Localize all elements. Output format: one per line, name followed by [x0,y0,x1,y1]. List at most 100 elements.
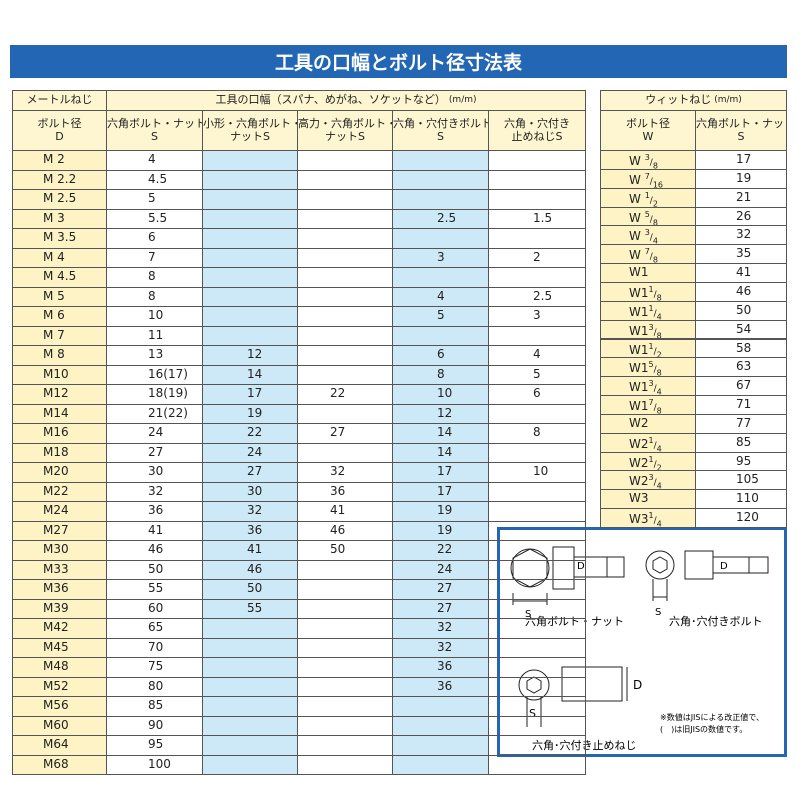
cell-text: 36 [437,678,453,693]
cell-text: 95 [148,737,164,751]
fraction-slash: / [653,516,657,527]
cell-text: M20 [43,464,69,478]
fraction-num: 5 [648,360,654,370]
cell-text: 26 [736,208,752,223]
cell-text: M42 [43,620,69,634]
cell-text: 14 [437,425,453,439]
cell [392,754,489,775]
fraction-slash: / [649,158,653,168]
cell-text: 1.5 [533,210,553,225]
row-header: M 4.5 [12,267,107,288]
size-base: W [629,229,645,244]
note: ※数値はJISによる改正値で、 [660,712,764,722]
cell [297,442,393,463]
row-header: W3 [600,489,696,510]
column-header: ボルト径 W [600,110,696,151]
cell: 5 [106,189,203,210]
cell: 55 [202,598,298,619]
cell-text: 2.5 [533,288,553,303]
cell [488,754,586,775]
row-header: M20 [12,462,107,483]
fraction-den: 2 [656,462,662,472]
cell-text: 22 [247,425,263,439]
cell [297,657,393,678]
cell-text: W11/2 [629,342,662,358]
cell-text: 77 [736,415,752,430]
size-base: W1 [629,380,649,395]
cell: 70 [106,637,203,658]
cell-text: 17 [736,152,752,166]
cell-text: W17/8 [629,398,662,414]
cell [297,286,393,307]
group-header: 工具の口幅（スパナ、めがね、ソケットなど） (m/m) [106,90,586,111]
socket-bolt-label: 六角･穴付きボルト [669,614,763,628]
cell [297,559,393,580]
cell-text: 71 [736,397,752,412]
cell-text: 50 [148,561,164,576]
cell: 36 [297,481,393,502]
row-header: M14 [12,403,107,424]
size-base: W [629,210,645,225]
cell [297,618,393,639]
header-line: 六角・穴付き [504,116,570,130]
cell: 1.5 [488,208,586,229]
cell-text: 110 [736,491,759,506]
row-header: M30 [12,540,107,561]
cell: 24 [106,423,203,444]
cell-text: 36 [330,483,346,498]
fraction-num: 1 [648,454,654,464]
cell: 24 [202,442,298,463]
cell-text: M60 [43,717,69,732]
cell [297,345,393,366]
cell-text: 13 [148,347,164,361]
cell: 27 [297,423,393,444]
size-base: W1 [629,399,649,414]
cell-text: 14 [247,366,263,381]
socket-d-label: D [720,561,728,572]
cell: 10 [488,462,586,483]
fraction-den: 4 [656,387,662,397]
cell: 35 [695,244,787,265]
cell: 8 [392,364,489,385]
cell [297,715,393,736]
size-base: W2 [629,415,649,430]
row-header: M18 [12,442,107,463]
row-header: M 8 [12,345,107,366]
fraction-slash: / [649,214,653,225]
cell-text: M16 [43,425,69,439]
cell-text: 95 [736,453,752,468]
cell [297,189,393,210]
cell [392,325,489,346]
cell-text: 46 [330,522,346,537]
cell: 21(22) [106,403,203,424]
fraction-num: 7 [644,171,650,181]
cell-text: 12 [437,405,453,420]
cell: 110 [695,489,787,510]
cell-text: 54 [736,321,752,336]
cell [488,520,586,541]
cell-text: 6 [437,347,445,361]
cell-text: 55 [148,581,164,595]
cell: 85 [106,696,203,717]
cell: 3 [488,306,586,327]
cell-text: 27 [330,425,346,439]
cell [488,715,586,736]
row-header: M 3 [12,208,107,229]
group-label: メートルねじ [26,93,93,107]
row-header: M33 [12,559,107,580]
cell-text: 27 [437,581,453,595]
cell-text: 65 [148,620,164,634]
cell-text: M45 [43,639,69,654]
cell-text: 2 [533,249,541,264]
cell [202,169,298,190]
fraction-slash: / [649,176,653,187]
cell-text: 22 [437,542,453,556]
cell [297,150,393,171]
cell: 2.5 [392,208,489,229]
cell [202,286,298,307]
socket-bolt-drawing [645,550,769,601]
fraction-den: 4 [656,481,662,491]
cell [392,715,489,736]
size-base: W2 [629,455,649,470]
cell: 5 [488,364,586,385]
